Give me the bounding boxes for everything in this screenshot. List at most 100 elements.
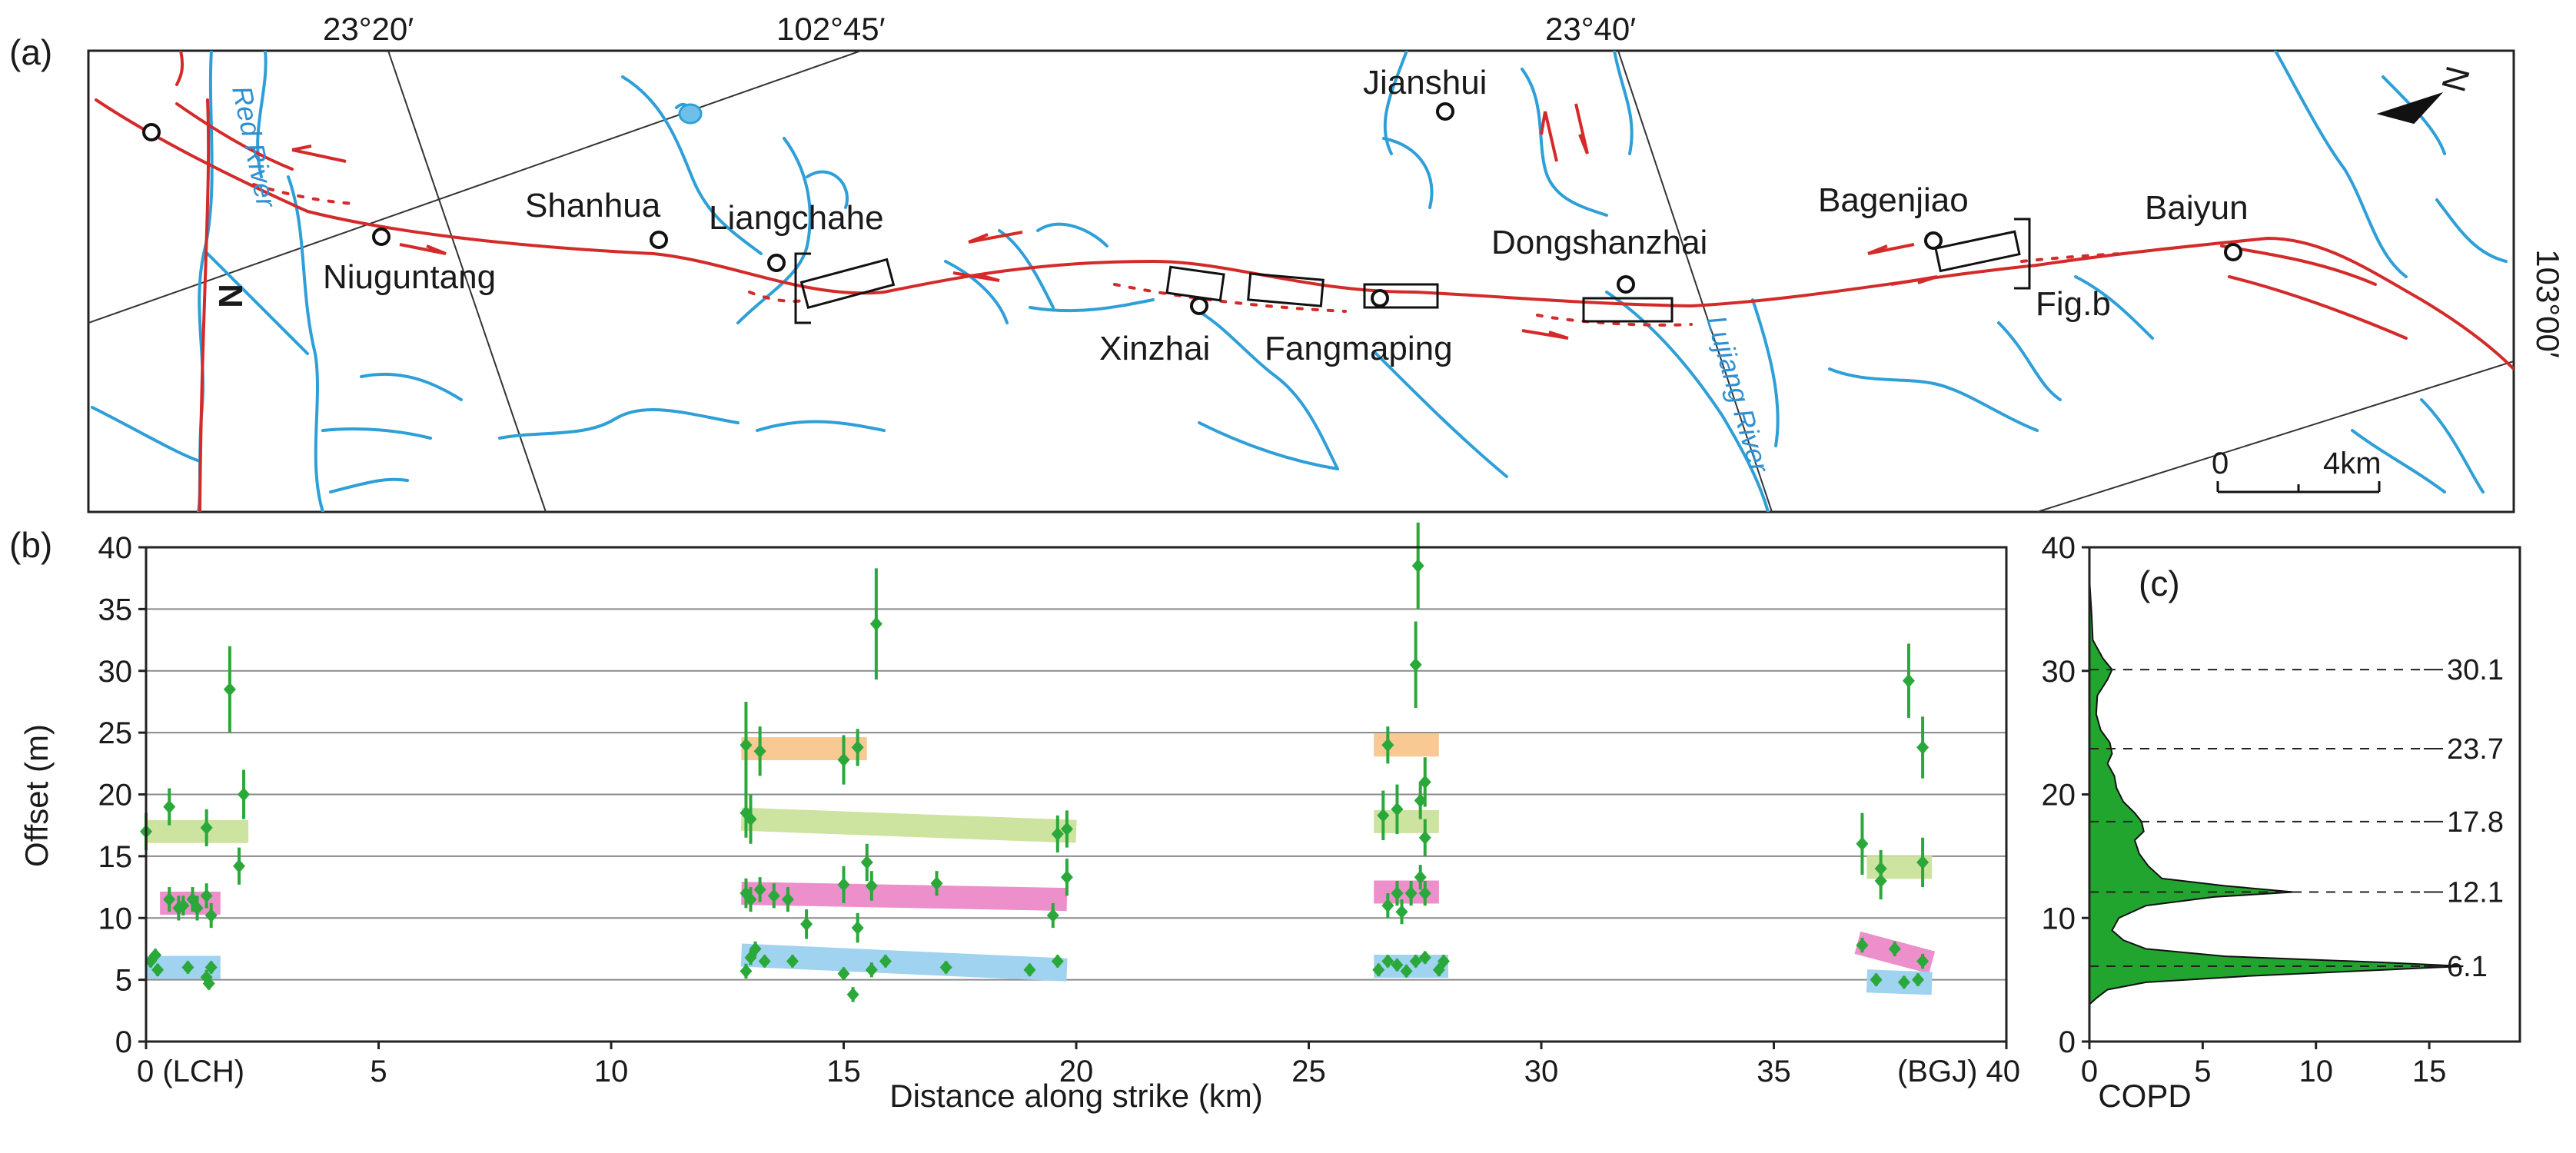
river-segment — [1751, 298, 1780, 447]
river-segment — [2435, 198, 2508, 263]
offset-measurement — [1437, 954, 1450, 969]
slip-arrow-icon — [1867, 243, 1915, 255]
label-xinzhai: Xinzhai — [1099, 330, 1210, 367]
label-fig-b: Fig.b — [2036, 285, 2111, 323]
data-point — [1411, 559, 1424, 573]
data-point — [1888, 942, 1901, 956]
data-point — [800, 917, 813, 932]
offset-measurement — [223, 646, 236, 733]
offset-measurement — [1409, 621, 1422, 708]
data-point — [1409, 954, 1422, 969]
offset-measurement — [1060, 859, 1073, 896]
x-tick-label: 10 — [2298, 1055, 2333, 1088]
site-box-fangmaping — [1363, 283, 1439, 309]
main-fault-trace — [95, 98, 2514, 370]
panel-c-xlabel: COPD — [2098, 1078, 2191, 1114]
river-segment — [621, 75, 763, 255]
offset-band-blue — [740, 943, 1068, 982]
river-segment — [287, 175, 324, 512]
offset-measurement — [1381, 726, 1394, 764]
x-tick-label: 30 — [1524, 1055, 1559, 1088]
offset-measurement — [930, 871, 943, 896]
data-point — [1418, 886, 1431, 901]
village-marker — [142, 123, 161, 141]
offset-measurement — [1372, 962, 1385, 977]
coord-lat-2340: 23°40′ — [1545, 11, 1636, 47]
peak-label: 12.1 — [2447, 876, 2504, 909]
data-point — [753, 744, 766, 759]
slip-arrow-icon — [952, 271, 1000, 282]
scale-end: 4km — [2323, 447, 2382, 480]
data-point — [1404, 886, 1418, 901]
offset-measurement — [837, 866, 850, 903]
graticule-lon-10300 — [2036, 361, 2514, 512]
panel-b-xticks: 0 (LCH) 5 10 15 20 25 30 35 (BGJ) 40 — [137, 1042, 2020, 1088]
data-point — [1870, 972, 1883, 987]
offset-measurement — [744, 950, 757, 965]
site-boxes — [799, 230, 2021, 323]
data-point — [204, 960, 218, 975]
offset-measurement — [191, 895, 204, 921]
slip-arrow-icon — [1540, 111, 1558, 162]
x-tick-label: 25 — [1291, 1055, 1326, 1088]
offset-measurement — [879, 954, 892, 969]
offset-measurement — [786, 954, 799, 969]
offset-measurement — [781, 887, 794, 912]
panel-b-bands — [146, 733, 1936, 995]
data-point — [200, 820, 213, 835]
coord-lon-10300: 103°00′ — [2530, 249, 2566, 358]
offset-measurement — [238, 769, 251, 819]
coord-lon-10245: 102°45′ — [776, 11, 886, 47]
data-point — [1060, 822, 1073, 836]
data-point — [837, 753, 850, 767]
data-point — [781, 892, 794, 907]
river-segment — [91, 406, 201, 463]
y-tick-label: 20 — [98, 779, 133, 812]
bracket-left — [794, 252, 811, 324]
figure-brackets — [794, 218, 2031, 324]
river-segment — [756, 420, 886, 432]
offset-measurement — [1414, 865, 1427, 890]
x-tick-label: 15 — [826, 1055, 861, 1088]
fault-motion-arrows — [291, 103, 1938, 340]
y-tick-label: 35 — [98, 593, 133, 626]
offset-measurement — [1870, 972, 1883, 987]
fault-branch — [2228, 275, 2408, 340]
peak-label: 6.1 — [2447, 951, 2488, 983]
river-segment — [329, 477, 409, 493]
village-marker-jianshui — [1436, 102, 1454, 121]
peak-label: 17.8 — [2447, 806, 2504, 839]
offset-measurement — [1051, 954, 1064, 969]
offset-measurement — [1912, 972, 1925, 987]
data-point — [869, 616, 882, 631]
data-point — [1916, 740, 1930, 755]
offset-measurement — [837, 735, 850, 785]
river-segment — [1828, 367, 2039, 432]
panel-c-xticks: 0 5 10 15 — [2081, 1042, 2446, 1088]
slip-arrow-icon — [968, 231, 1023, 244]
data-point — [238, 787, 251, 802]
offset-measurement — [1856, 812, 1869, 875]
river-segment — [1036, 222, 1109, 248]
data-point — [1051, 954, 1064, 969]
slip-arrow-icon — [291, 145, 347, 163]
offset-measurement — [1418, 757, 1431, 807]
y-tick-label: 15 — [98, 840, 133, 874]
y-tick-label: 25 — [98, 716, 133, 750]
village-marker-fangmaping — [1371, 289, 1389, 307]
data-point — [851, 740, 864, 755]
offset-measurement — [1418, 950, 1431, 965]
offset-measurement — [1377, 790, 1390, 840]
fault-branch — [198, 98, 211, 512]
lake-icon — [678, 103, 703, 125]
y-tick-label: 0 — [115, 1025, 132, 1059]
offset-measurement — [1916, 953, 1930, 969]
data-point — [1381, 738, 1394, 753]
panel-c-label: (c) — [2139, 563, 2180, 603]
x-tick-label: 5 — [370, 1055, 387, 1088]
panel-b-xlabel: Distance along strike (km) — [889, 1078, 1262, 1114]
village-marker-liangchahe — [767, 254, 786, 272]
data-point — [1400, 964, 1413, 979]
offset-measurement — [1404, 881, 1418, 906]
x-tick-label: 0 — [2081, 1055, 2098, 1088]
